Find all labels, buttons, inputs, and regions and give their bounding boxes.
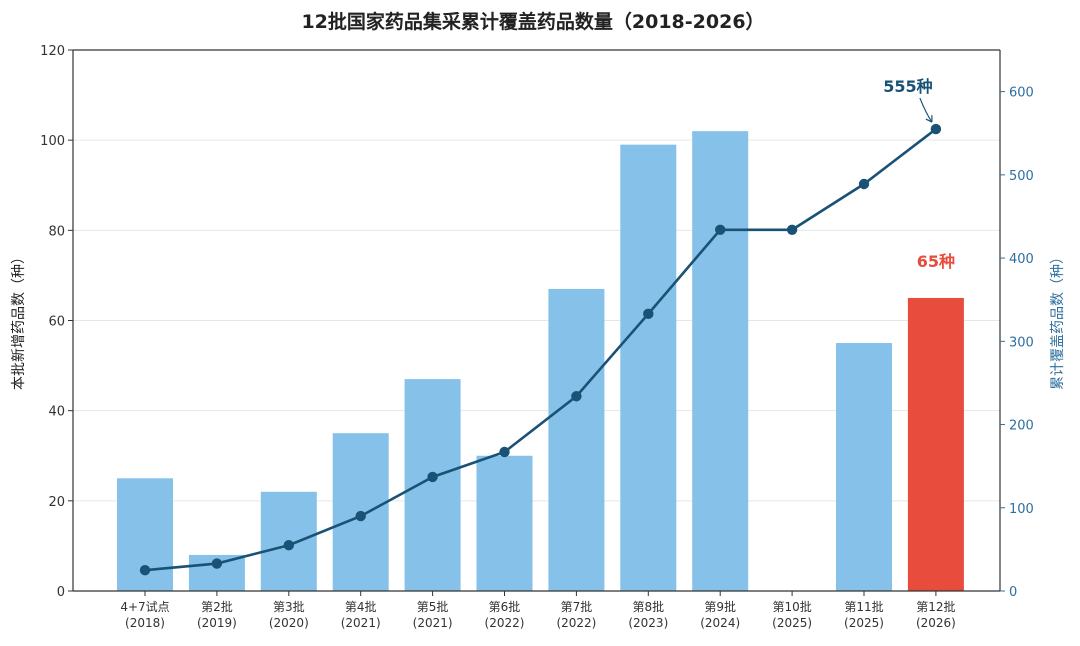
bar-4 (404, 379, 461, 591)
ytick-label-right-0: 0 (1009, 585, 1017, 600)
annotations: 555种 65种 (883, 77, 955, 271)
ytick-label-left-0: 0 (57, 585, 65, 600)
line-point-5 (499, 446, 510, 458)
annotation-total: 555种 (883, 77, 932, 96)
xtick-year-6: (2022) (556, 616, 596, 630)
ytick-label-right-300: 300 (1009, 335, 1034, 350)
line-point-1 (211, 558, 223, 569)
ytick-label-left-120: 120 (40, 44, 65, 59)
line-point-0 (139, 564, 151, 576)
bar-8 (692, 131, 749, 591)
annotation-arrowhead (925, 115, 933, 123)
line-point-4 (427, 471, 438, 483)
line-point-8 (715, 224, 726, 235)
xtick-label-1: 第2批 (201, 599, 233, 614)
xtick-label-7: 第8批 (632, 599, 664, 614)
xtick-label-8: 第9批 (704, 599, 736, 614)
xtick-year-2: (2020) (269, 616, 309, 630)
line-point-3 (355, 510, 366, 522)
xtick-label-6: 第7批 (561, 599, 593, 614)
xtick-year-3: (2021) (341, 616, 381, 630)
line-point-9 (786, 224, 798, 235)
xtick-label-3: 第4批 (345, 599, 377, 614)
line-point-7 (643, 308, 654, 320)
xtick-year-8: (2024) (700, 616, 740, 630)
annotation-arrow (919, 97, 933, 123)
line-path (144, 128, 937, 572)
ytick-label-right-200: 200 (1009, 419, 1034, 434)
xtick-year-5: (2022) (485, 616, 525, 630)
xtick-year-1: (2019) (197, 616, 237, 630)
line-point-10 (858, 178, 870, 190)
cumulative-line (139, 123, 942, 576)
ytick-label-left-40: 40 (48, 405, 65, 420)
line-point-11 (930, 123, 942, 135)
xtick-year-7: (2023) (628, 616, 668, 630)
ytick-label-right-100: 100 (1009, 502, 1034, 517)
ytick-label-right-500: 500 (1009, 169, 1034, 184)
ytick-label-left-60: 60 (48, 315, 65, 330)
xtick-year-9: (2025) (772, 616, 812, 630)
xtick-year-10: (2025) (844, 616, 884, 630)
xtick-year-11: (2026) (916, 616, 956, 630)
y-axis-label-right: 累计覆盖药品数（种） (1050, 250, 1066, 390)
bar-6 (548, 288, 605, 591)
bar-10 (836, 343, 892, 591)
xtick-year-0: (2018) (125, 616, 165, 630)
ytick-label-left-80: 80 (48, 224, 65, 239)
chart-title: 12批国家药品集采累计覆盖药品数量（2018-2026） (301, 10, 764, 33)
ytick-label-right-600: 600 (1009, 86, 1034, 101)
y-axis-label-left: 本批新增药品数（种） (11, 250, 27, 390)
xtick-label-11: 第12批 (916, 599, 955, 614)
axes: 0 20 40 60 80 100 120 0 100 200 300 400 500 600 4+7试点 (… (40, 44, 1034, 630)
xtick-label-9: 第10批 (772, 599, 811, 614)
xtick-label-4: 第5批 (417, 599, 449, 614)
bar-5 (476, 455, 533, 591)
ytick-label-right-400: 400 (1009, 252, 1034, 267)
xtick-label-5: 第6批 (489, 599, 521, 614)
ytick-label-left-20: 20 (48, 495, 65, 510)
annotation-latest: 65种 (917, 252, 955, 271)
ytick-label-left-100: 100 (40, 134, 65, 149)
xtick-label-2: 第3批 (273, 599, 305, 614)
xtick-label-10: 第11批 (844, 599, 883, 614)
bar-11 (907, 297, 964, 591)
xtick-label-0: 4+7试点 (120, 599, 169, 614)
line-point-6 (571, 391, 582, 402)
xtick-year-4: (2021) (413, 616, 453, 630)
line-point-2 (283, 540, 294, 551)
bar-7 (620, 144, 677, 592)
